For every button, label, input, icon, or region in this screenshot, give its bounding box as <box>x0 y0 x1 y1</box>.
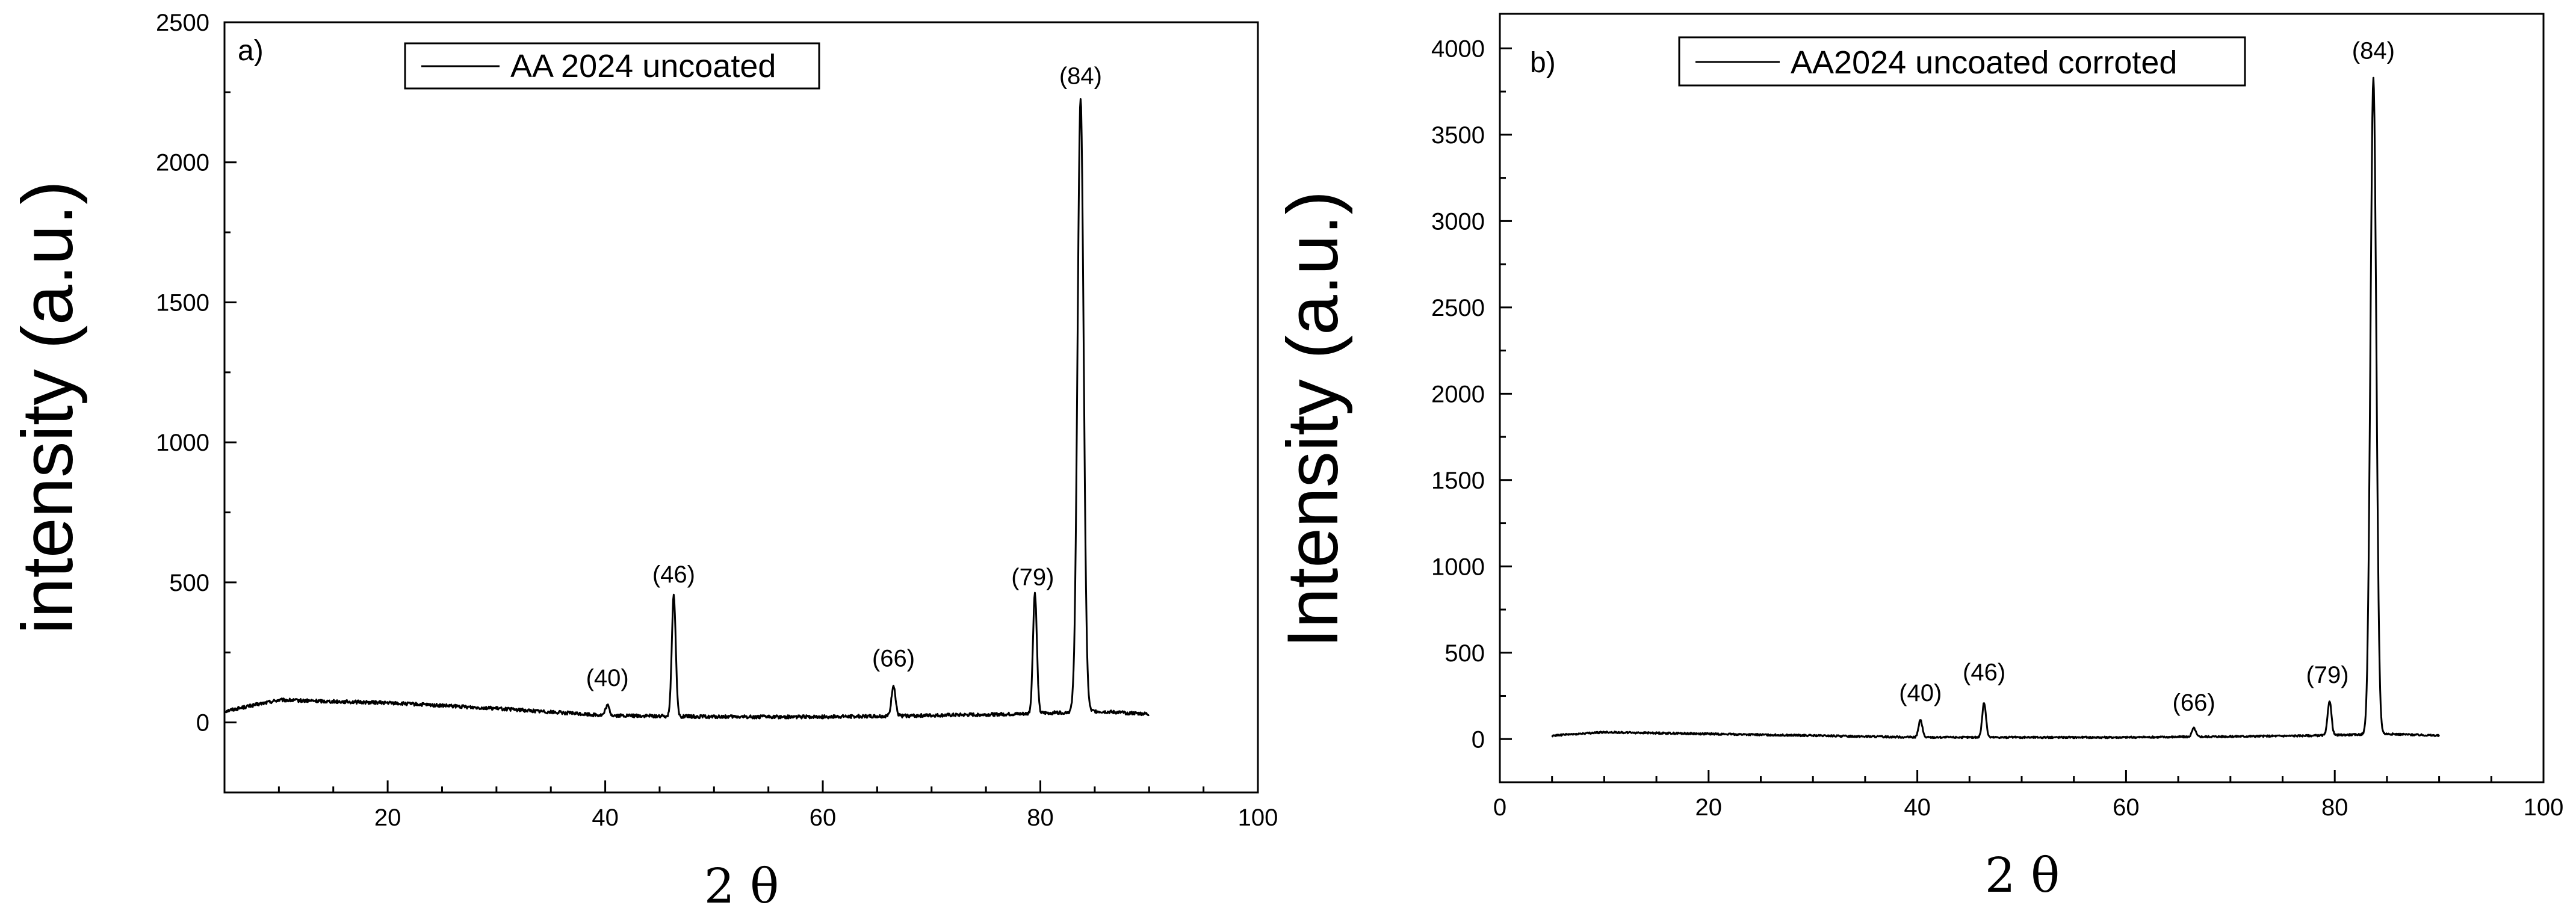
chart-a-ticks <box>223 21 1259 792</box>
x-tick-label: 40 <box>1904 794 1931 821</box>
y-tick-label: 3500 <box>1431 122 1485 149</box>
chart-a-legend: AA 2024 uncoated <box>404 42 820 90</box>
chart-b: 0 20 40 60 80 1000500100015002000250030003500… <box>1272 13 2563 903</box>
chart-a-series-line <box>223 98 1150 720</box>
chart-b-panel-label: b) <box>1530 47 1556 79</box>
peak-label: (66) <box>2173 690 2215 716</box>
x-tick-label: 60 <box>2113 794 2140 821</box>
chart-b-ticks <box>1499 47 2545 782</box>
x-tick-label: 100 <box>1238 804 1278 831</box>
chart-b-series-line <box>1551 76 2440 740</box>
x-tick-label: 40 <box>592 804 619 831</box>
chart-b-frame <box>1499 13 2545 783</box>
peak-label: (79) <box>2306 662 2348 688</box>
chart-b-legend-label: AA2024 uncoated corroted <box>1791 45 2177 81</box>
chart-a-y-axis-label: intensity (a.u.) <box>7 181 88 634</box>
chart-a-peak-labels: (40) (46) (66) (79) (84) <box>586 63 1102 691</box>
x-tick-label: 20 <box>1695 794 1723 821</box>
x-tick-label: 0 <box>1493 794 1506 821</box>
chart-b-peak-labels: (40) (46) (66) (79) (84) <box>1899 38 2395 716</box>
y-tick-label: 0 <box>196 710 209 737</box>
peak-label: (84) <box>1059 63 1102 89</box>
y-tick-label: 4000 <box>1431 36 1485 62</box>
x-tick-label: 80 <box>2321 794 2348 821</box>
y-tick-label: 1000 <box>1431 554 1485 580</box>
chart-b-legend: AA2024 uncoated corroted <box>1678 36 2246 87</box>
y-tick-label: 500 <box>169 570 209 596</box>
y-tick-label: 3000 <box>1431 208 1485 235</box>
y-tick-label: 500 <box>1444 640 1485 667</box>
y-tick-label: 1500 <box>1431 468 1485 494</box>
peak-label: (66) <box>872 646 915 672</box>
y-tick-label: 0 <box>1472 726 1485 753</box>
y-tick-label: 1500 <box>156 289 209 316</box>
chart-b-y-axis-label: Intensity (a.u.) <box>1272 191 1353 648</box>
y-tick-label: 1000 <box>156 430 209 456</box>
y-tick-label: 2500 <box>1431 295 1485 321</box>
chart-a-panel-label: a) <box>238 35 264 67</box>
chart-a-legend-label: AA 2024 uncoated <box>510 48 776 84</box>
chart-b-tick-labels: 0 20 40 60 80 1000500100015002000250030003500… <box>1431 36 2563 821</box>
peak-label: (40) <box>1899 680 1942 706</box>
peak-label: (46) <box>1963 659 2005 686</box>
peak-label: (46) <box>652 561 695 588</box>
peak-label: (40) <box>586 665 629 691</box>
y-tick-label: 2000 <box>156 150 209 176</box>
chart-a-x-axis-label: 2 θ <box>704 858 779 911</box>
x-tick-label: 60 <box>810 804 837 831</box>
y-tick-label: 2000 <box>1431 381 1485 407</box>
peak-label: (79) <box>1011 564 1054 591</box>
x-tick-label: 20 <box>374 804 401 831</box>
y-tick-label: 2500 <box>156 10 209 36</box>
x-tick-label: 100 <box>2524 794 2564 821</box>
chart-a-frame <box>223 21 1259 794</box>
peak-label: (84) <box>2352 38 2395 64</box>
x-tick-label: 80 <box>1027 804 1054 831</box>
chart-b-x-axis-label: 2 θ <box>1985 847 2060 903</box>
